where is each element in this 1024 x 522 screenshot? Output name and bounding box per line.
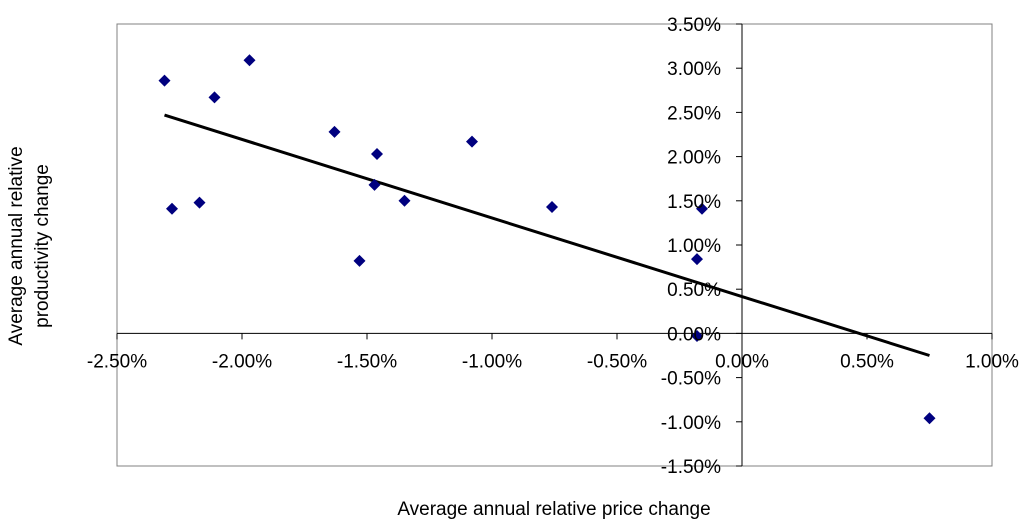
data-point — [368, 178, 381, 191]
y-tick-label: -1.50% — [661, 457, 721, 478]
y-tick-label: 2.00% — [667, 148, 721, 169]
axes — [116, 23, 993, 467]
x-tick-label: 0.50% — [840, 351, 894, 372]
data-point — [208, 91, 221, 104]
data-point — [328, 125, 341, 138]
data-point — [923, 412, 936, 425]
x-tick-label: -1.50% — [337, 351, 397, 372]
x-tick-label: 1.00% — [965, 351, 1019, 372]
x-tick-labels: -2.50% -2.00% -1.50% -1.00% -0.50% 0.00% 0.50%… — [87, 351, 1019, 372]
data-point — [691, 330, 703, 343]
y-tick-labels: 3.50% 3.00% 2.50% 2.00% 1.50% 1.00% 0.50% 0.00%… — [661, 15, 721, 478]
data-point — [696, 202, 708, 215]
data-point — [193, 196, 206, 209]
y-tick-label: 0.50% — [667, 280, 721, 301]
y-axis-title-line-2: productivity change — [32, 164, 53, 328]
y-tick-label: -0.50% — [661, 369, 721, 390]
x-axis-title: Average annual relative price change — [397, 499, 710, 520]
trendline — [164, 113, 930, 357]
y-tick-label: 1.00% — [667, 236, 721, 257]
y-tick-label: 2.50% — [667, 103, 721, 124]
data-points — [158, 54, 936, 425]
data-point — [166, 202, 178, 215]
y-tick-label: -1.00% — [661, 413, 721, 434]
y-tick-label: 1.50% — [667, 192, 721, 213]
y-tick-label: 3.50% — [667, 15, 721, 36]
data-point — [158, 74, 171, 87]
x-tick-label: -2.00% — [212, 351, 272, 372]
data-point — [353, 254, 366, 267]
data-point — [398, 194, 411, 207]
x-tick-label: -0.50% — [587, 351, 647, 372]
x-tick-label: -1.00% — [462, 351, 522, 372]
trendline-group — [164, 113, 930, 357]
data-point — [691, 253, 703, 266]
data-point — [243, 54, 256, 67]
x-tick-label: 0.00% — [715, 351, 769, 372]
y-axis-title-line-1: Average annual relative — [6, 146, 27, 345]
x-tick-label: -2.50% — [87, 351, 147, 372]
data-point — [546, 200, 558, 213]
y-tick-label: 0.00% — [667, 324, 721, 345]
y-tick-label: 3.00% — [667, 59, 721, 80]
data-point — [466, 135, 478, 148]
plot-frame — [116, 23, 993, 467]
data-point — [371, 147, 383, 160]
